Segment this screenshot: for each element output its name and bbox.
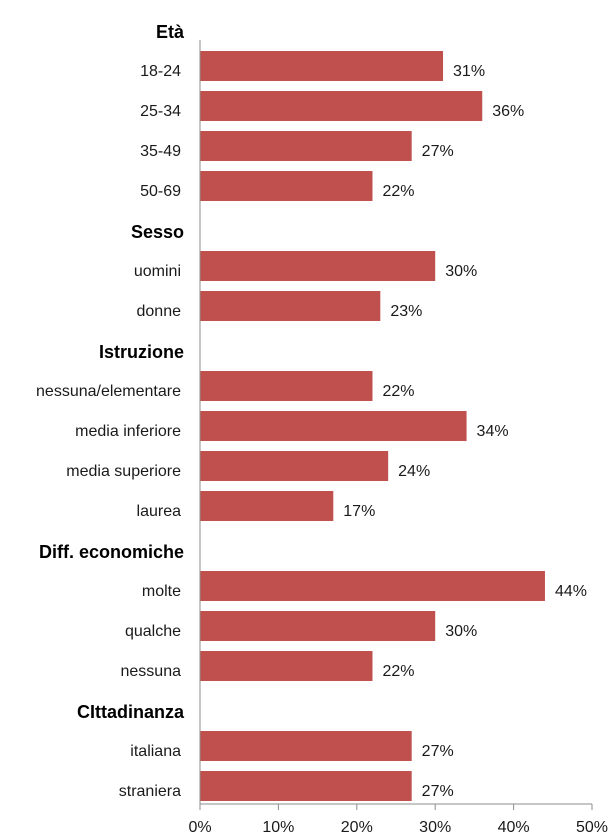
- category-label-nessuna-elementare: nessuna/elementare: [36, 383, 181, 400]
- category-label-50-69: 50-69: [140, 183, 181, 200]
- group-label-sesso: Sesso: [131, 222, 184, 242]
- x-tick-label-30: 30%: [419, 819, 451, 836]
- bar-donne: [200, 291, 381, 321]
- category-label-media-inferiore: media inferiore: [75, 423, 181, 440]
- bar-media-superiore: [200, 451, 389, 481]
- value-label-laurea: 17%: [343, 503, 375, 520]
- x-axis: 0% 10% 20% 30% 40% 50%: [188, 40, 608, 836]
- x-tick-label-40: 40%: [498, 819, 530, 836]
- value-label-nessuna-elementare: 22%: [382, 383, 414, 400]
- value-label-donne: 23%: [390, 303, 422, 320]
- value-label-50-69: 22%: [382, 183, 414, 200]
- category-label-35-49: 35-49: [140, 143, 181, 160]
- bar-laurea: [200, 491, 334, 521]
- value-label-18-24: 31%: [453, 63, 485, 80]
- bar-qualche: [200, 611, 436, 641]
- value-label-straniera: 27%: [422, 783, 454, 800]
- category-label-donne: donne: [137, 303, 182, 320]
- group-label-cittadinanza: CIttadinanza: [77, 702, 185, 722]
- value-label-25-34: 36%: [492, 103, 524, 120]
- category-label-italiana: italiana: [130, 743, 181, 760]
- bar-25-34: [200, 91, 483, 121]
- chart-rows: Età 18-24 31% 25-34 36% 35-49 27% 50-69 22% Sesso…: [36, 22, 587, 801]
- value-label-molte: 44%: [555, 583, 587, 600]
- category-label-media-superiore: media superiore: [66, 463, 181, 480]
- group-label-istruzione: Istruzione: [99, 342, 184, 362]
- value-label-qualche: 30%: [445, 623, 477, 640]
- category-label-25-34: 25-34: [140, 103, 181, 120]
- value-label-35-49: 27%: [422, 143, 454, 160]
- value-label-media-superiore: 24%: [398, 463, 430, 480]
- group-label-diff-economiche: Diff. economiche: [39, 542, 184, 562]
- value-label-media-inferiore: 34%: [477, 423, 509, 440]
- category-label-18-24: 18-24: [140, 63, 181, 80]
- bar-straniera: [200, 771, 412, 801]
- bar-media-inferiore: [200, 411, 467, 441]
- x-tick-label-50: 50%: [576, 819, 608, 836]
- bar-nessuna: [200, 651, 373, 681]
- bar-18-24: [200, 51, 444, 81]
- bar-italiana: [200, 731, 412, 761]
- category-label-nessuna: nessuna: [121, 663, 182, 680]
- category-label-uomini: uomini: [134, 263, 181, 280]
- category-label-laurea: laurea: [137, 503, 182, 520]
- bar-uomini: [200, 251, 436, 281]
- value-label-nessuna: 22%: [382, 663, 414, 680]
- value-label-uomini: 30%: [445, 263, 477, 280]
- group-label-eta: Età: [156, 22, 185, 42]
- bar-50-69: [200, 171, 373, 201]
- value-label-italiana: 27%: [422, 743, 454, 760]
- x-tick-label-0: 0%: [188, 819, 211, 836]
- category-label-molte: molte: [142, 583, 181, 600]
- bar-nessuna-elementare: [200, 371, 373, 401]
- bar-35-49: [200, 131, 412, 161]
- category-label-straniera: straniera: [119, 783, 181, 800]
- category-label-qualche: qualche: [125, 623, 181, 640]
- x-tick-label-10: 10%: [262, 819, 294, 836]
- bar-molte: [200, 571, 545, 601]
- x-tick-label-20: 20%: [341, 819, 373, 836]
